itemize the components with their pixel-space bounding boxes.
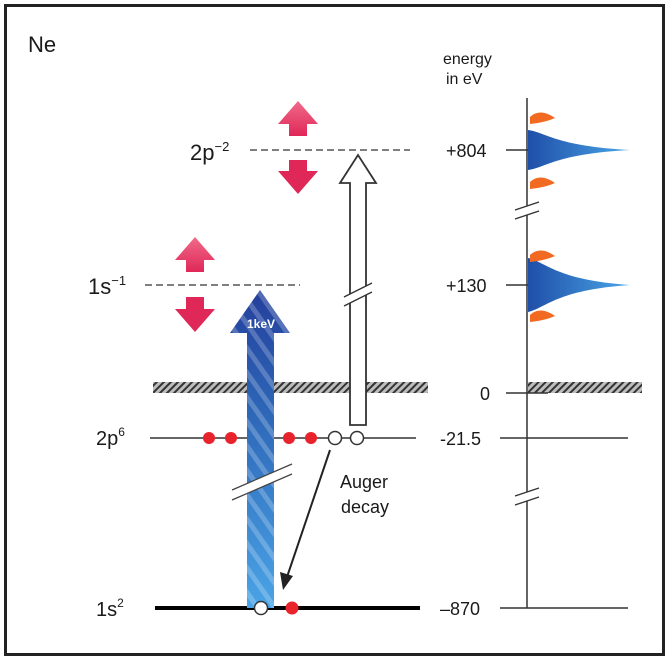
electron bbox=[225, 432, 237, 444]
electron bbox=[203, 432, 215, 444]
level-label-2p-2: 2p−2 bbox=[190, 139, 229, 165]
auger-label-line2: decay bbox=[341, 497, 389, 517]
energy-label-130: +130 bbox=[446, 276, 487, 296]
electron bbox=[283, 432, 295, 444]
energy-label-0: 0 bbox=[480, 384, 490, 404]
hole bbox=[349, 430, 365, 446]
level-label-1s2: 1s2 bbox=[96, 596, 124, 621]
broadening-arrow-2p-2 bbox=[278, 101, 318, 194]
diagram-frame bbox=[4, 4, 665, 656]
continuum-hatch-left bbox=[153, 382, 428, 393]
electron bbox=[305, 432, 317, 444]
sideband-peak bbox=[530, 177, 555, 189]
photon-arrow-break bbox=[231, 463, 293, 501]
spectrum-peak-130 bbox=[528, 258, 630, 312]
hole bbox=[327, 430, 343, 446]
axis-break-upper bbox=[514, 201, 540, 220]
level-label-2p6: 2p6 bbox=[96, 425, 125, 450]
electron bbox=[285, 601, 299, 615]
hole bbox=[253, 600, 269, 616]
sideband-peak bbox=[530, 250, 555, 262]
energy-label-21-5: -21.5 bbox=[440, 429, 481, 449]
continuum-hatch-right bbox=[528, 382, 642, 393]
sideband-peak bbox=[530, 112, 555, 124]
auger-label-line1: Auger bbox=[340, 472, 388, 492]
auger-decay-arrow bbox=[280, 449, 331, 590]
axis-title-line1: energy bbox=[443, 51, 492, 68]
photon-energy-label: 1keV bbox=[247, 317, 275, 331]
spectrum-peak-804 bbox=[528, 130, 630, 170]
photon-arrow bbox=[230, 290, 290, 608]
energy-label-870: –870 bbox=[440, 599, 480, 619]
broadening-arrow-1s-1 bbox=[175, 237, 215, 332]
axis-title-line2: in eV bbox=[446, 71, 483, 88]
level-label-1s-1: 1s−1 bbox=[88, 273, 126, 299]
sideband-peak bbox=[530, 310, 555, 322]
energy-label-804: +804 bbox=[446, 141, 487, 161]
element-label: Ne bbox=[28, 32, 56, 57]
second-ionization-arrow bbox=[338, 153, 378, 426]
axis-break-lower bbox=[514, 487, 540, 506]
